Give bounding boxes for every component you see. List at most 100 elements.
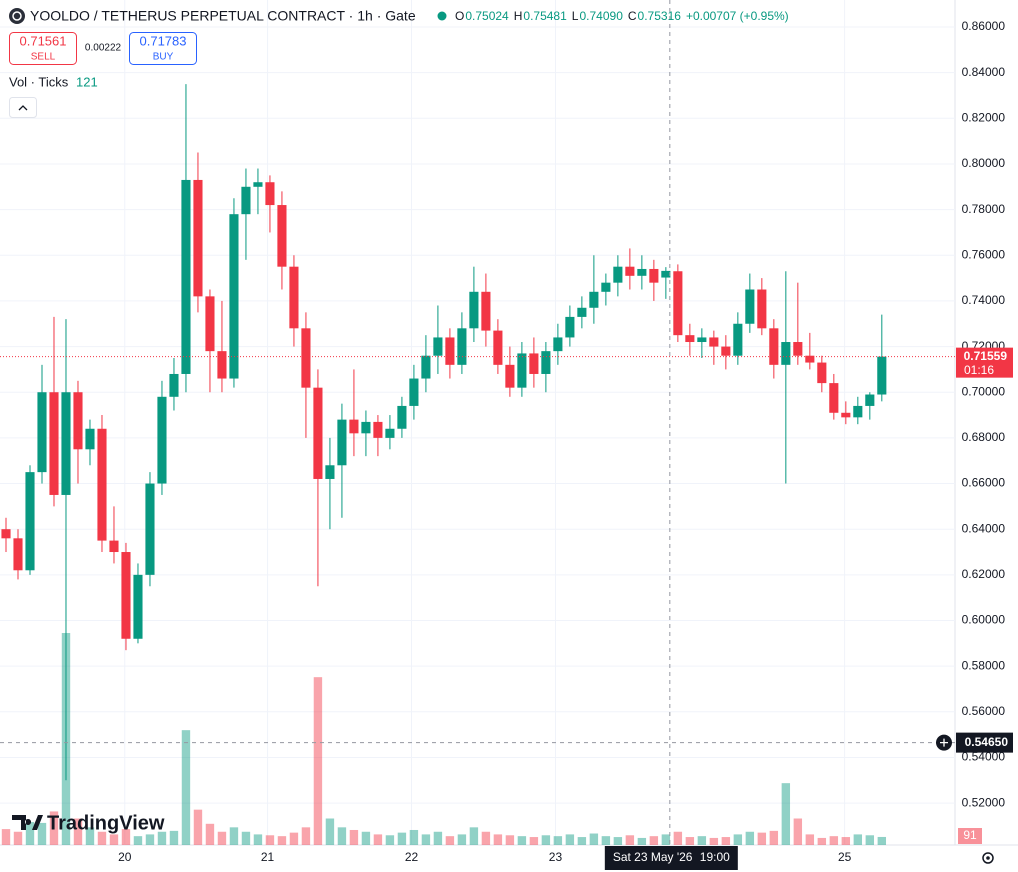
y-tick-label: 0.66000 xyxy=(962,476,1006,490)
volume-bar xyxy=(49,811,59,845)
candle-body xyxy=(13,538,23,571)
add-alert-icon xyxy=(940,738,948,747)
candle-body xyxy=(661,270,671,278)
volume-bar xyxy=(37,822,47,845)
y-tick-label: 0.64000 xyxy=(962,521,1006,535)
volume-bar xyxy=(325,818,335,845)
candle-body xyxy=(25,472,35,571)
candle-body xyxy=(49,392,59,495)
ohlc-value: 0.75024 xyxy=(465,9,509,23)
candle-body xyxy=(769,328,779,365)
x-tick-label: 23 xyxy=(549,850,563,864)
y-tick-label: 0.52000 xyxy=(962,795,1006,809)
indicator-name[interactable]: Vol · Ticks xyxy=(9,74,69,89)
candle-body xyxy=(421,355,431,379)
candle-body xyxy=(541,351,551,374)
candle-body xyxy=(505,364,515,388)
volume-bar xyxy=(877,836,887,845)
buy-price: 0.71783 xyxy=(140,33,187,48)
volume-bar xyxy=(277,836,287,845)
volume-bar xyxy=(409,829,419,845)
x-tick-label: 21 xyxy=(261,850,275,864)
volume-bar xyxy=(493,834,503,845)
candle-body xyxy=(397,405,407,429)
volume-bar xyxy=(685,837,695,845)
ohlc-label: C xyxy=(628,9,637,23)
volume-bar xyxy=(709,837,719,845)
volume-bar xyxy=(145,834,155,845)
volume-bar xyxy=(265,835,275,845)
collapse-button[interactable] xyxy=(9,97,37,118)
volume-bar xyxy=(349,829,359,845)
buy-button[interactable] xyxy=(129,32,197,65)
candle-body xyxy=(853,405,863,418)
symbol-title[interactable]: YOOLDO / TETHERUS PERPETUAL CONTRACT · 1… xyxy=(30,8,416,24)
candle-body xyxy=(781,342,791,365)
volume-bar xyxy=(385,835,395,845)
ohlc-value: 0.75316 xyxy=(638,9,682,23)
volume-bar xyxy=(829,836,839,845)
volume-bar xyxy=(301,827,311,845)
y-tick-label: 0.60000 xyxy=(962,613,1006,627)
candle-body xyxy=(841,412,851,418)
candle-body xyxy=(337,419,347,466)
volume-bar xyxy=(541,835,551,845)
tv-wordmark: TradingView xyxy=(47,812,165,834)
candle-body xyxy=(529,353,539,374)
volume-bar xyxy=(745,831,755,845)
candle-body xyxy=(325,465,335,479)
sell-price: 0.71561 xyxy=(20,33,67,48)
market-status xyxy=(437,11,447,21)
candle-body xyxy=(457,328,467,365)
settings-button[interactable] xyxy=(982,852,994,864)
volume-bar xyxy=(181,730,191,845)
volume-bar xyxy=(649,836,659,845)
symbol-icon[interactable] xyxy=(9,8,25,24)
candle-body xyxy=(433,337,443,356)
candle-body xyxy=(373,421,383,438)
volume-bar xyxy=(445,836,455,845)
volume-bar xyxy=(517,836,527,845)
x-tick-label: 25 xyxy=(838,850,852,864)
candle-body xyxy=(61,392,71,495)
volume-bar xyxy=(817,837,827,845)
volume-bar xyxy=(661,834,671,845)
settings-dot xyxy=(986,856,990,860)
volume-bar xyxy=(121,829,131,845)
volume-bar xyxy=(673,831,683,845)
candle-body xyxy=(193,179,203,297)
collapse-icon xyxy=(18,105,28,111)
candle-body xyxy=(733,323,743,356)
candle-body xyxy=(265,182,275,206)
candle-body xyxy=(169,373,179,397)
ohlc-label: L xyxy=(572,9,579,23)
candle-body xyxy=(109,540,119,553)
candle-body xyxy=(829,383,839,413)
candle-body xyxy=(757,289,767,329)
candle-body xyxy=(73,392,83,450)
candle-body xyxy=(205,296,215,352)
candle-body xyxy=(565,316,575,338)
volume-bar xyxy=(637,837,647,845)
volume-label-box xyxy=(958,828,982,844)
y-tick-label: 0.74000 xyxy=(962,293,1006,307)
candle-body xyxy=(385,428,395,438)
volume-bar xyxy=(697,836,707,845)
volume-bar xyxy=(85,827,95,845)
spread: 0.00222 xyxy=(85,43,122,54)
volume-bar xyxy=(13,831,23,845)
candle-body xyxy=(241,186,251,215)
volume-bar xyxy=(565,834,575,845)
last-price-label: 0.71559 xyxy=(964,349,1008,363)
y-tick-label: 0.82000 xyxy=(962,110,1006,124)
candle-body xyxy=(313,387,323,479)
grid xyxy=(0,0,955,845)
volume-bar xyxy=(169,830,179,845)
candle-body xyxy=(577,307,587,317)
candle-body xyxy=(145,483,155,575)
volume-bar xyxy=(73,818,83,845)
volume-bar xyxy=(25,822,35,845)
sell-button[interactable] xyxy=(9,32,77,65)
